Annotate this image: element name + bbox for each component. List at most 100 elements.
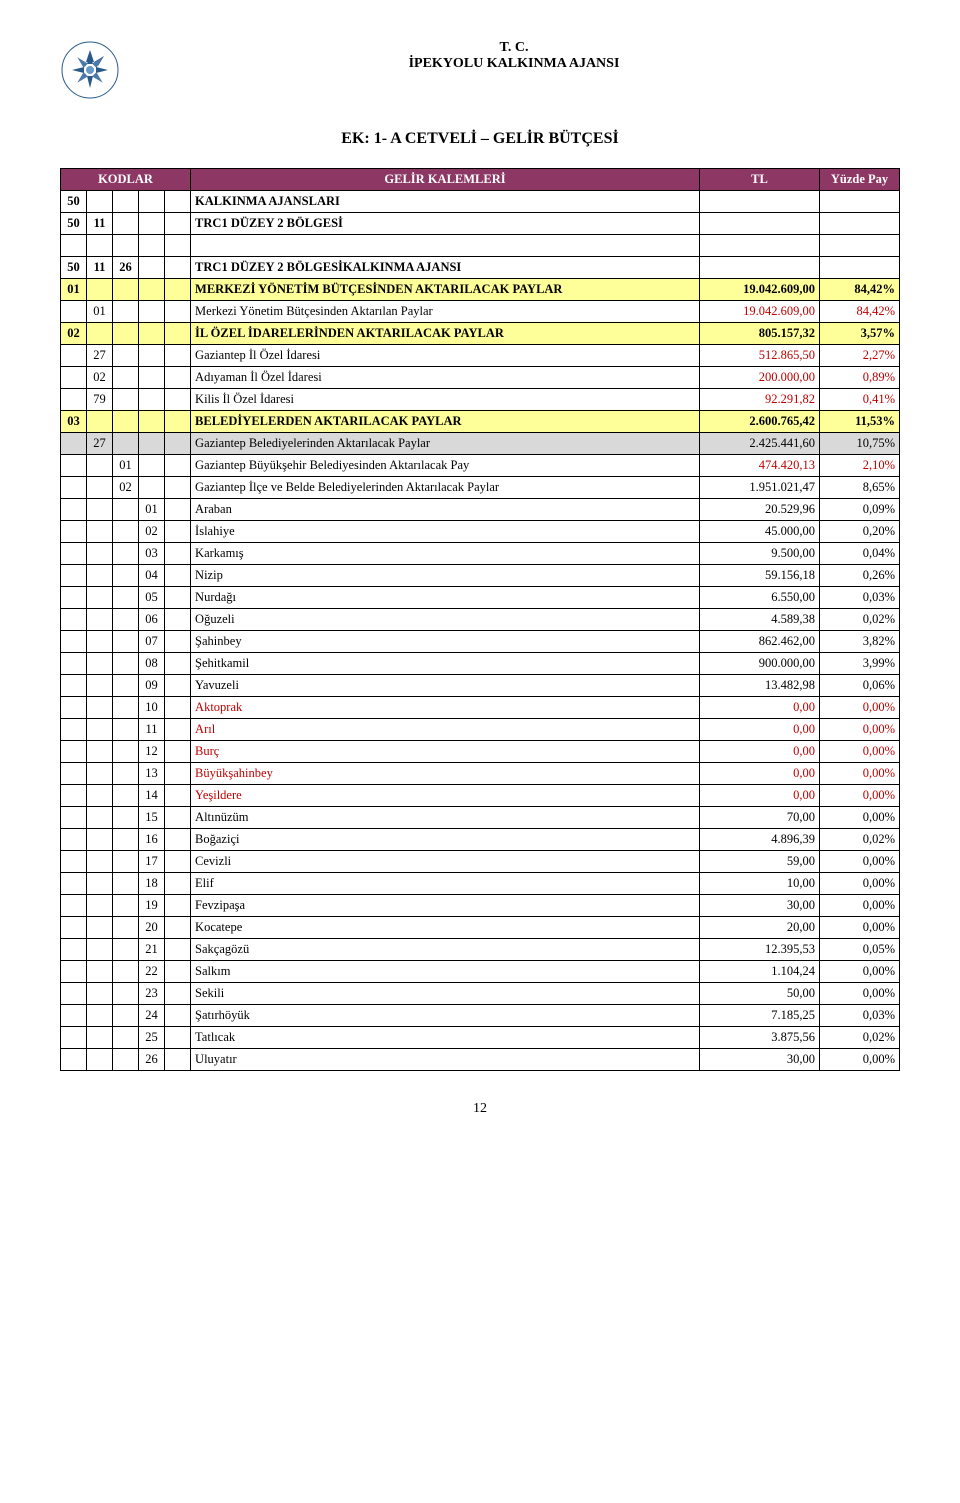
table-row: 08Şehitkamil900.000,003,99% xyxy=(61,653,900,675)
code-cell xyxy=(113,543,139,565)
tl-cell xyxy=(700,235,820,257)
code-cell xyxy=(113,1049,139,1071)
code-cell xyxy=(113,213,139,235)
code-cell xyxy=(61,521,87,543)
code-cell xyxy=(113,323,139,345)
code-cell xyxy=(165,587,191,609)
pay-cell: 0,09% xyxy=(820,499,900,521)
pay-cell: 0,04% xyxy=(820,543,900,565)
table-row: 17Cevizli59,000,00% xyxy=(61,851,900,873)
table-row: 12Burç0,000,00% xyxy=(61,741,900,763)
code-cell xyxy=(113,719,139,741)
code-cell xyxy=(87,477,113,499)
code-cell xyxy=(113,345,139,367)
header-titles: T. C. İPEKYOLU KALKINMA AJANSI xyxy=(128,40,900,72)
pay-cell: 0,00% xyxy=(820,851,900,873)
tl-cell: 13.482,98 xyxy=(700,675,820,697)
code-cell xyxy=(139,433,165,455)
code-cell xyxy=(165,939,191,961)
table-row: 50KALKINMA AJANSLARI xyxy=(61,191,900,213)
tl-cell: 0,00 xyxy=(700,697,820,719)
pay-cell: 0,00% xyxy=(820,741,900,763)
desc-cell: Kocatepe xyxy=(191,917,700,939)
code-cell xyxy=(87,983,113,1005)
code-cell xyxy=(165,477,191,499)
code-cell xyxy=(61,565,87,587)
code-cell xyxy=(165,807,191,829)
tl-cell: 20,00 xyxy=(700,917,820,939)
code-cell: 06 xyxy=(139,609,165,631)
tl-cell: 19.042.609,00 xyxy=(700,301,820,323)
code-cell xyxy=(87,1027,113,1049)
code-cell xyxy=(113,521,139,543)
pay-cell: 3,99% xyxy=(820,653,900,675)
code-cell xyxy=(113,917,139,939)
code-cell xyxy=(165,367,191,389)
code-cell: 01 xyxy=(139,499,165,521)
code-cell xyxy=(165,983,191,1005)
code-cell xyxy=(61,609,87,631)
code-cell xyxy=(139,213,165,235)
code-cell xyxy=(87,785,113,807)
desc-cell: Gaziantep Büyükşehir Belediyesinden Akta… xyxy=(191,455,700,477)
desc-cell: Nurdağı xyxy=(191,587,700,609)
tl-cell: 862.462,00 xyxy=(700,631,820,653)
code-cell xyxy=(139,477,165,499)
code-cell: 09 xyxy=(139,675,165,697)
tl-cell: 0,00 xyxy=(700,763,820,785)
code-cell xyxy=(113,367,139,389)
pay-cell: 0,03% xyxy=(820,587,900,609)
tl-cell: 0,00 xyxy=(700,785,820,807)
code-cell xyxy=(87,191,113,213)
code-cell: 27 xyxy=(87,433,113,455)
code-cell xyxy=(113,851,139,873)
desc-cell: Altınüzüm xyxy=(191,807,700,829)
code-cell xyxy=(165,763,191,785)
code-cell xyxy=(113,1027,139,1049)
code-cell xyxy=(113,235,139,257)
code-cell xyxy=(165,653,191,675)
code-cell: 11 xyxy=(87,213,113,235)
table-row: 15Altınüzüm70,000,00% xyxy=(61,807,900,829)
page-header: T. C. İPEKYOLU KALKINMA AJANSI xyxy=(60,40,900,100)
table-row: 13Büyükşahinbey0,000,00% xyxy=(61,763,900,785)
code-cell xyxy=(61,1027,87,1049)
code-cell: 50 xyxy=(61,191,87,213)
code-cell xyxy=(113,587,139,609)
pay-cell: 3,57% xyxy=(820,323,900,345)
desc-cell: Nizip xyxy=(191,565,700,587)
code-cell xyxy=(165,411,191,433)
code-cell xyxy=(87,279,113,301)
tl-cell: 45.000,00 xyxy=(700,521,820,543)
code-cell xyxy=(61,895,87,917)
code-cell xyxy=(165,917,191,939)
tl-cell: 12.395,53 xyxy=(700,939,820,961)
table-row: 14Yeşildere0,000,00% xyxy=(61,785,900,807)
code-cell xyxy=(87,719,113,741)
code-cell: 01 xyxy=(87,301,113,323)
code-cell xyxy=(165,829,191,851)
desc-cell: Salkım xyxy=(191,961,700,983)
tl-cell: 900.000,00 xyxy=(700,653,820,675)
tl-cell: 805.157,32 xyxy=(700,323,820,345)
code-cell xyxy=(87,455,113,477)
code-cell xyxy=(165,565,191,587)
code-cell: 08 xyxy=(139,653,165,675)
desc-cell: Arıl xyxy=(191,719,700,741)
code-cell xyxy=(113,631,139,653)
code-cell xyxy=(87,411,113,433)
code-cell xyxy=(139,367,165,389)
pay-cell: 0,00% xyxy=(820,983,900,1005)
code-cell xyxy=(165,609,191,631)
pay-cell: 0,00% xyxy=(820,873,900,895)
table-row: 501126TRC1 DÜZEY 2 BÖLGESİKALKINMA AJANS… xyxy=(61,257,900,279)
code-cell xyxy=(139,389,165,411)
tl-cell: 2.425.441,60 xyxy=(700,433,820,455)
pay-cell: 0,00% xyxy=(820,697,900,719)
code-cell xyxy=(87,741,113,763)
code-cell xyxy=(165,675,191,697)
code-cell xyxy=(87,565,113,587)
tl-cell: 4.896,39 xyxy=(700,829,820,851)
code-cell: 23 xyxy=(139,983,165,1005)
code-cell xyxy=(61,939,87,961)
